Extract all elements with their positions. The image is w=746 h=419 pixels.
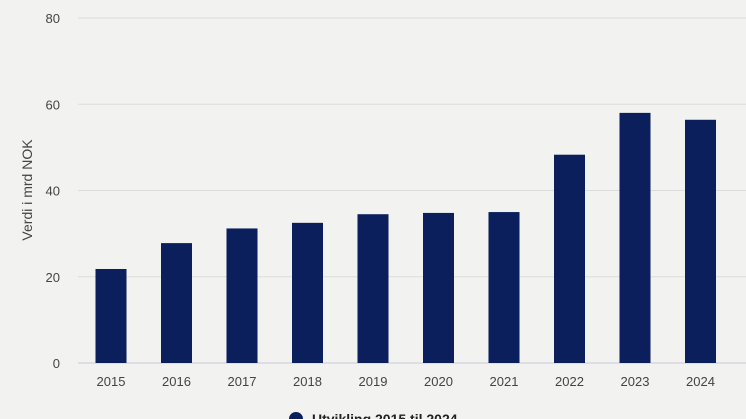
y-tick-label: 80 bbox=[46, 11, 60, 26]
y-axis-ticks: 0 20 40 60 80 bbox=[46, 11, 60, 371]
bars bbox=[95, 112, 716, 364]
bar-2015[interactable] bbox=[95, 268, 127, 363]
x-tick-label: 2018 bbox=[293, 374, 322, 389]
x-tick-label: 2023 bbox=[621, 374, 650, 389]
bar-2019[interactable] bbox=[357, 214, 389, 363]
y-tick-label: 20 bbox=[46, 270, 60, 285]
bar-2020[interactable] bbox=[423, 212, 454, 363]
bar-2024[interactable] bbox=[685, 119, 716, 364]
x-tick-label: 2016 bbox=[162, 374, 191, 389]
x-tick-label: 2015 bbox=[97, 374, 126, 389]
x-tick-label: 2017 bbox=[228, 374, 257, 389]
y-axis-title: Verdi i mrd NOK bbox=[19, 139, 35, 241]
bar-2018[interactable] bbox=[292, 222, 323, 363]
x-tick-label: 2020 bbox=[424, 374, 453, 389]
legend[interactable]: Utvikling 2015 til 2024 bbox=[289, 411, 458, 419]
x-axis-ticks: 2015 2016 2017 2018 2019 2020 2021 2022 2023 2024 bbox=[97, 374, 715, 389]
legend-marker bbox=[289, 412, 303, 419]
y-tick-label: 60 bbox=[46, 97, 60, 112]
x-tick-label: 2024 bbox=[686, 374, 715, 389]
y-tick-label: 0 bbox=[53, 356, 60, 371]
bar-2023[interactable] bbox=[619, 112, 651, 363]
y-tick-label: 40 bbox=[46, 184, 60, 199]
bar-2016[interactable] bbox=[161, 243, 192, 363]
bar-2017[interactable] bbox=[226, 228, 258, 363]
x-tick-label: 2022 bbox=[555, 374, 584, 389]
x-tick-label: 2021 bbox=[490, 374, 519, 389]
bar-2022[interactable] bbox=[554, 154, 585, 363]
x-tick-label: 2019 bbox=[359, 374, 388, 389]
legend-label: Utvikling 2015 til 2024 bbox=[312, 411, 458, 419]
bar-2021[interactable] bbox=[488, 212, 520, 363]
